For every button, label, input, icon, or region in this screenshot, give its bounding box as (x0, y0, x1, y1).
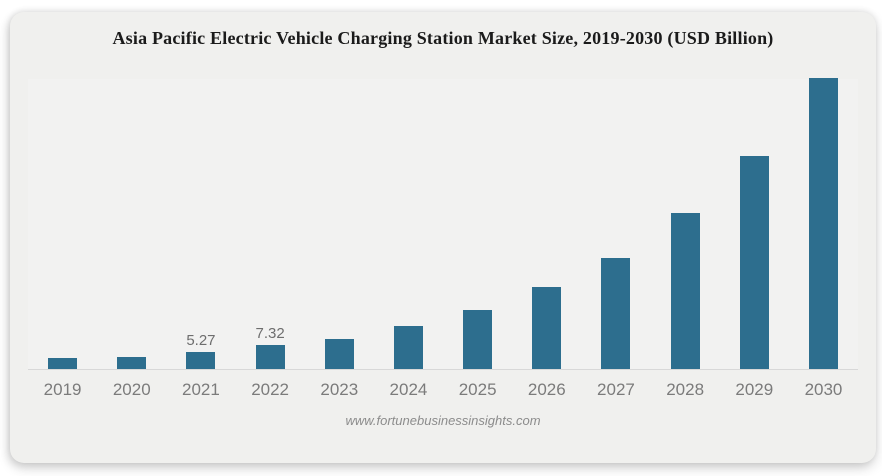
x-tick-2027: 2027 (597, 380, 635, 399)
bar-2019 (48, 358, 78, 369)
bar-column-2022: 7.32 (236, 325, 305, 369)
bar-column-2025 (443, 310, 512, 369)
bar-2028 (670, 212, 700, 369)
bar-2024 (393, 326, 423, 369)
bar-2030 (808, 78, 838, 369)
bar-column-2028 (651, 212, 720, 369)
bar-column-2024 (374, 326, 443, 369)
bar-column-2020 (97, 357, 166, 369)
bar-2027 (601, 258, 631, 369)
bar-column-2026 (512, 287, 581, 369)
bar-2021 (186, 352, 216, 369)
x-tick-2020: 2020 (112, 380, 151, 399)
x-tick-2023: 2023 (320, 380, 359, 399)
x-tick-2028: 2028 (666, 380, 705, 399)
data-label-2021: 5.27 (186, 332, 216, 349)
bar-2020 (117, 357, 147, 369)
data-label-2022: 7.32 (255, 325, 285, 343)
x-tick-2024: 2024 (389, 380, 428, 399)
x-tick-2025: 2025 (458, 380, 497, 399)
bar-chart-plot: 5.27 7.32 (28, 78, 858, 370)
bar-column-2029 (720, 156, 789, 369)
x-tick-2030: 2030 (804, 380, 843, 399)
bar-2022 (255, 345, 285, 369)
bar-2029 (739, 156, 769, 369)
x-tick-2022: 2022 (251, 380, 290, 399)
x-tick-2029: 2029 (735, 380, 774, 399)
bar-2025 (463, 310, 493, 369)
bar-2023 (324, 338, 354, 369)
bar-2026 (532, 287, 562, 369)
bar-column-2030 (789, 78, 858, 369)
bar-column-2023 (305, 338, 374, 369)
bar-column-2021: 5.27 (166, 332, 235, 369)
bar-column-2027 (581, 258, 650, 369)
x-tick-2021: 2021 (182, 380, 220, 399)
bar-column-2019 (28, 358, 97, 369)
x-axis-labels: 2019 2020 2021 2022 2023 2024 2025 2026 2027 2028… (28, 380, 858, 400)
x-tick-2026: 2026 (527, 380, 566, 399)
chart-title: Asia Pacific Electric Vehicle Charging S… (112, 28, 774, 48)
chart-card: Asia Pacific Electric Vehicle Charging S… (10, 12, 876, 463)
x-tick-2019: 2019 (43, 380, 82, 399)
watermark-text: www.fortunebusinessinsights.com (345, 413, 541, 428)
